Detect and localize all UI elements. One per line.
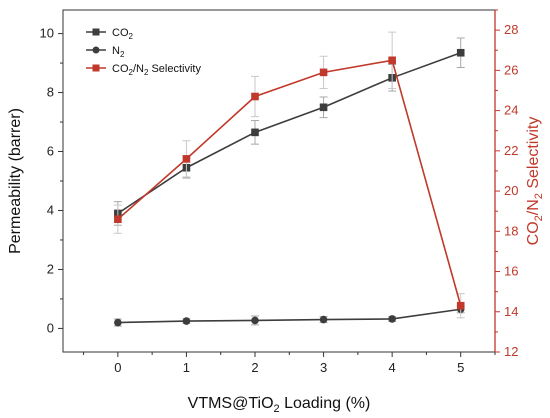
y-right-tick-label: 26 xyxy=(504,62,518,77)
y-left-tick-label: 4 xyxy=(47,202,54,217)
x-tick-label: 2 xyxy=(251,360,258,375)
data-point xyxy=(319,315,328,324)
data-point xyxy=(251,128,259,137)
data-point xyxy=(114,215,122,224)
legend-marker xyxy=(92,64,100,72)
series-layer xyxy=(113,31,465,327)
y-axis-title-right: CO2/N2 Selectivity xyxy=(525,117,545,246)
y-right-tick-label: 14 xyxy=(504,304,518,319)
x-tick-label: 5 xyxy=(457,360,464,375)
data-point xyxy=(456,301,465,310)
series-line xyxy=(117,51,461,215)
y-left-tick-label: 6 xyxy=(47,144,54,159)
y-axis-title-left: Permeability (barrer) xyxy=(7,108,24,254)
series-line xyxy=(117,308,461,324)
x-tick-label: 1 xyxy=(183,360,190,375)
data-point xyxy=(182,317,191,325)
data-point xyxy=(114,318,122,327)
data-point xyxy=(319,103,328,112)
x-tick-label: 3 xyxy=(320,360,327,375)
x-axis-title: VTMS@TiO2 Loading (%) xyxy=(188,395,371,415)
series-line xyxy=(117,59,462,306)
data-point xyxy=(182,155,191,163)
y-right-tick-label: 24 xyxy=(504,103,518,118)
data-point xyxy=(388,56,396,65)
y-right-tick-label: 16 xyxy=(504,264,518,279)
data-point xyxy=(388,315,396,323)
plot-frame xyxy=(62,9,496,353)
legend-entry-label: CO2/N2 Selectivity xyxy=(112,63,201,77)
data-point xyxy=(319,68,328,77)
x-tick-label: 4 xyxy=(389,360,396,375)
y-left-tick-label: 2 xyxy=(47,261,54,276)
y-right-tick-label: 18 xyxy=(504,223,518,238)
data-point xyxy=(251,316,259,325)
y-right-tick-label: 28 xyxy=(504,22,518,37)
y-right-tick-label: 20 xyxy=(504,183,518,198)
y-left-tick-label: 0 xyxy=(47,320,54,335)
legend-entry-label: N2 xyxy=(112,45,125,59)
data-point xyxy=(456,48,465,57)
data-point xyxy=(251,92,259,101)
y-left-tick-label: 10 xyxy=(40,26,54,41)
series-3 xyxy=(113,31,465,319)
y-left-tick-label: 8 xyxy=(47,85,54,100)
legend: CO2 N2 CO2/N2 Selectivity xyxy=(86,27,201,77)
y-right-tick-label: 12 xyxy=(504,344,518,359)
x-tick-label: 0 xyxy=(114,360,121,375)
y-right-tick-label: 22 xyxy=(504,143,518,158)
legend-marker xyxy=(92,46,100,54)
series-2 xyxy=(113,305,465,327)
legend-entry-label: CO2 xyxy=(112,27,134,41)
legend-marker xyxy=(92,28,100,36)
